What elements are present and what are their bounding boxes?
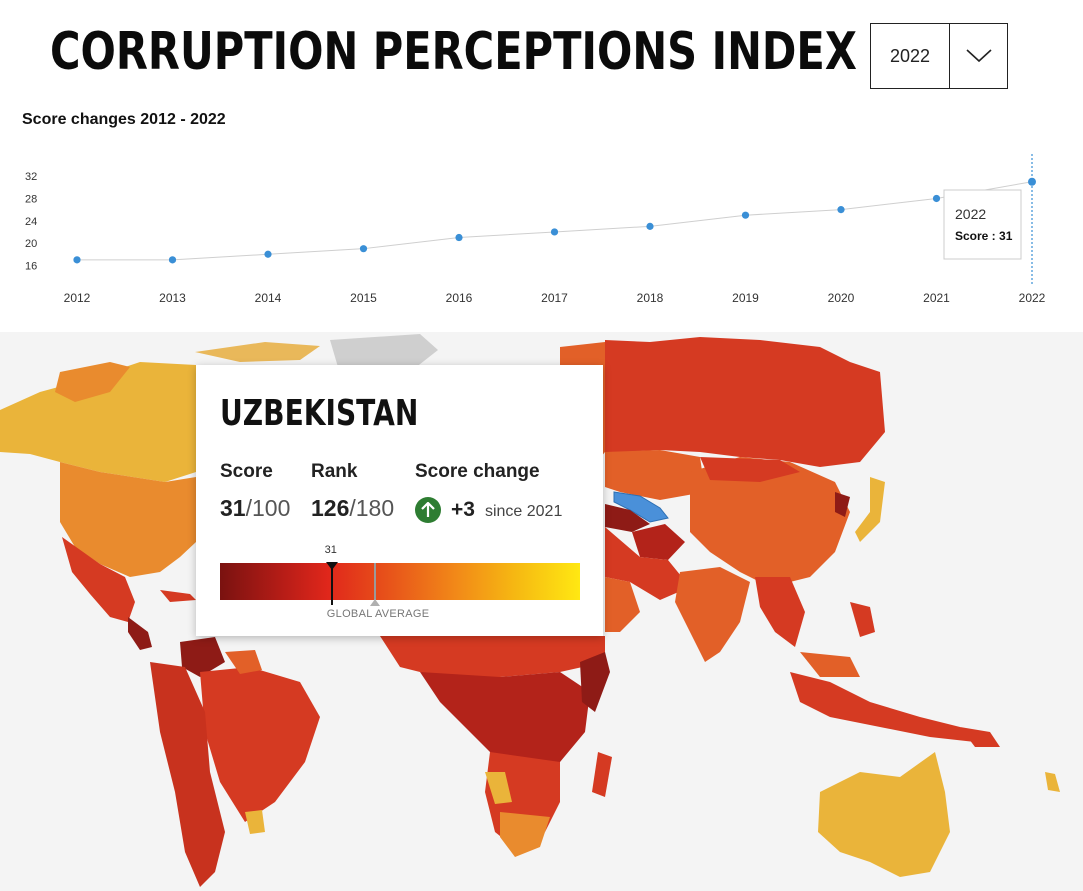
y-tick-label: 28 bbox=[25, 193, 37, 205]
data-point-2014[interactable] bbox=[264, 250, 272, 258]
map-region-south-africa[interactable] bbox=[500, 812, 550, 857]
map-region-uzbekistan[interactable] bbox=[613, 491, 669, 523]
map-region-venezuela[interactable] bbox=[180, 637, 225, 677]
score-chart-panel: Score changes 2012 - 2022 16 20 24 28 32 201… bbox=[0, 106, 1078, 332]
rank-max: /180 bbox=[349, 495, 395, 521]
map-region-brazil[interactable] bbox=[200, 667, 320, 822]
map-region-uruguay[interactable] bbox=[245, 810, 265, 834]
rank-value: 126/180 bbox=[311, 495, 394, 522]
map-region-guyana[interactable] bbox=[225, 650, 262, 674]
chart-tooltip: 2022 Score : 31 bbox=[943, 189, 1022, 260]
score-value: 31/100 bbox=[220, 495, 290, 522]
x-tick-label: 2022 bbox=[1019, 291, 1046, 305]
x-tick-label: 2012 bbox=[64, 291, 91, 305]
data-point-2021[interactable] bbox=[932, 194, 941, 203]
map-region-afghanistan[interactable] bbox=[632, 524, 685, 560]
series-line bbox=[77, 181, 1033, 261]
x-tick-label: 2015 bbox=[350, 291, 377, 305]
map-region-japan[interactable] bbox=[855, 477, 885, 542]
chevron-down-icon[interactable] bbox=[950, 24, 1007, 88]
data-point-2019[interactable] bbox=[741, 211, 750, 219]
x-tick-label: 2014 bbox=[255, 291, 282, 305]
global-average-line bbox=[373, 563, 376, 600]
map-region-india[interactable] bbox=[675, 567, 750, 662]
y-tick-label: 20 bbox=[25, 238, 37, 250]
data-point-2020[interactable] bbox=[837, 206, 845, 214]
score-label: Score bbox=[220, 461, 273, 482]
score-marker-label: 31 bbox=[324, 544, 337, 556]
data-point-2012[interactable] bbox=[73, 256, 81, 264]
x-tick-label: 2020 bbox=[828, 291, 855, 305]
map-region-mongolia[interactable] bbox=[700, 457, 800, 482]
map-region-horn-of-africa[interactable] bbox=[580, 652, 610, 712]
map-region-indonesia[interactable] bbox=[790, 672, 975, 742]
map-region-alaska[interactable] bbox=[55, 362, 130, 402]
map-region-turkmenistan[interactable] bbox=[605, 504, 650, 532]
arrow-up-icon bbox=[415, 497, 441, 523]
map-region-australia[interactable] bbox=[818, 752, 950, 877]
x-tick-label: 2019 bbox=[732, 291, 759, 305]
chart-heading: Score changes 2012 - 2022 bbox=[22, 111, 226, 128]
map-region-north-africa[interactable] bbox=[380, 636, 605, 677]
x-tick-label: 2021 bbox=[923, 291, 950, 305]
tooltip-score: Score : 31 bbox=[955, 229, 1013, 243]
map-region-canada[interactable] bbox=[0, 362, 196, 482]
x-tick-label: 2018 bbox=[637, 291, 664, 305]
data-point-2016[interactable] bbox=[455, 233, 463, 242]
map-region-new-zealand[interactable] bbox=[1045, 772, 1060, 792]
rank-label: Rank bbox=[311, 461, 358, 482]
map-region-philippines[interactable] bbox=[850, 602, 875, 637]
data-point-2017[interactable] bbox=[550, 228, 559, 236]
map-region-arctic-islands[interactable] bbox=[195, 342, 320, 362]
score-marker-triangle bbox=[325, 562, 338, 570]
country-name: UZBEKISTAN bbox=[220, 393, 419, 434]
tooltip-year: 2022 bbox=[955, 206, 986, 222]
year-select[interactable]: 2022 bbox=[870, 23, 1008, 89]
x-tick-label: 2013 bbox=[159, 291, 186, 305]
map-region-iran-pakistan[interactable] bbox=[605, 527, 690, 600]
x-tick-label: 2017 bbox=[541, 291, 568, 305]
map-region-central-america[interactable] bbox=[128, 617, 152, 650]
score-max: /100 bbox=[245, 495, 291, 521]
data-point-2018[interactable] bbox=[646, 222, 654, 230]
global-average-label: GLOBAL AVERAGE bbox=[326, 608, 430, 620]
score-line-chart: 16 20 24 28 32 2012 2013 2014 2015 2016 2017 2018 2… bbox=[25, 154, 1046, 305]
global-average-triangle bbox=[369, 599, 380, 606]
map-region-china[interactable] bbox=[690, 457, 850, 587]
map-region-arabia[interactable] bbox=[605, 577, 640, 632]
score-scale-bar bbox=[220, 563, 580, 600]
y-tick-label: 24 bbox=[25, 216, 37, 228]
map-region-namibia-botswana[interactable] bbox=[485, 772, 512, 804]
year-select-value: 2022 bbox=[871, 24, 950, 88]
score-marker-line bbox=[330, 563, 333, 605]
map-region-usa[interactable] bbox=[60, 462, 196, 577]
y-tick-label: 32 bbox=[25, 171, 37, 183]
data-point-2013[interactable] bbox=[168, 256, 177, 264]
map-region-kazakhstan[interactable] bbox=[605, 450, 705, 500]
page-title: CORRUPTION PERCEPTIONS INDEX bbox=[50, 22, 857, 82]
score-number: 31 bbox=[220, 495, 246, 521]
score-change: +3 since 2021 bbox=[415, 497, 562, 523]
country-card: UZBEKISTAN Score Rank Score change 31/10… bbox=[196, 365, 603, 636]
data-point-2022[interactable] bbox=[1028, 177, 1036, 186]
score-change-value: +3 bbox=[451, 498, 475, 521]
map-region-andes[interactable] bbox=[150, 662, 225, 887]
map-region-mexico[interactable] bbox=[62, 537, 135, 622]
map-region-se-asia-mainland[interactable] bbox=[755, 577, 805, 647]
map-region-png[interactable] bbox=[960, 727, 1000, 747]
map-region-madagascar[interactable] bbox=[592, 752, 612, 797]
map-region-korea[interactable] bbox=[835, 492, 850, 517]
data-point-2015[interactable] bbox=[359, 245, 368, 253]
map-region-russia[interactable] bbox=[605, 337, 885, 467]
y-tick-label: 16 bbox=[25, 260, 37, 272]
rank-number: 126 bbox=[311, 495, 350, 521]
score-change-since: since 2021 bbox=[484, 503, 563, 520]
map-region-caribbean[interactable] bbox=[160, 590, 196, 602]
x-tick-label: 2016 bbox=[446, 291, 473, 305]
score-change-label: Score change bbox=[415, 461, 540, 482]
map-region-central-africa[interactable] bbox=[420, 672, 590, 772]
map-region-malaysia[interactable] bbox=[800, 652, 860, 677]
